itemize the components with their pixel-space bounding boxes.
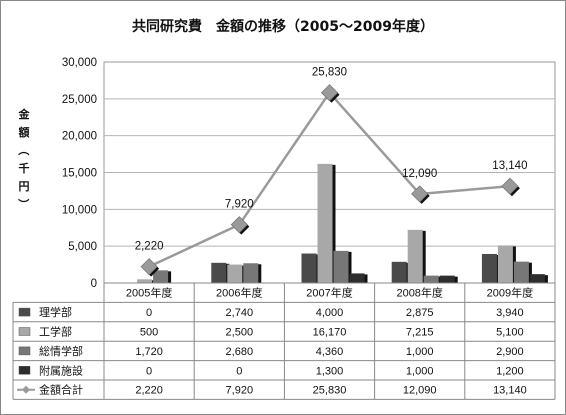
table-value: 0 (236, 365, 242, 377)
table-value: 1,200 (496, 365, 524, 377)
y-axis-label: 金額 （ 千円 ） (17, 107, 31, 210)
table-value: 1,000 (406, 346, 434, 358)
bar (243, 263, 259, 283)
total-data-label: 25,830 (312, 67, 347, 79)
table-value: 2,900 (496, 346, 524, 358)
bars (137, 163, 548, 283)
table-value: 500 (140, 327, 158, 339)
total-marker (140, 258, 158, 276)
x-category-label: 2006年度 (216, 286, 262, 300)
legend-key-marker (22, 385, 30, 394)
y-tick-label: 5,000 (68, 241, 97, 253)
table-value: 13,140 (493, 385, 527, 397)
table-value: 12,090 (403, 385, 437, 397)
total-data-label: 7,920 (225, 199, 254, 211)
bar (349, 273, 365, 283)
total-marker (230, 216, 248, 234)
legend-entry: 金額合計 (39, 383, 83, 397)
x-category-label: 2005年度 (126, 286, 172, 300)
x-category-label: 2007年度 (306, 286, 352, 300)
bar (529, 274, 545, 283)
total-data-label: 2,220 (135, 241, 164, 253)
table-value: 7,920 (226, 385, 254, 397)
table-value: 3,940 (496, 307, 524, 319)
y-tick-label: 15,000 (62, 168, 97, 180)
bar (513, 261, 529, 283)
y-axis-label-char: ） (17, 199, 30, 210)
bar (497, 245, 513, 283)
total-line: 2,220 7,920 25,830 12,090 13,140 (135, 67, 527, 277)
table-value: 1,300 (316, 365, 344, 377)
table-value: 2,500 (226, 327, 254, 339)
table-value: 2,220 (135, 385, 163, 397)
table-value: 16,170 (313, 327, 347, 339)
table-value: 25,830 (313, 385, 347, 397)
table-value: 1,000 (406, 365, 434, 377)
total-marker (501, 177, 519, 195)
y-axis-label-char: 円 (19, 180, 30, 193)
table-value: 0 (146, 307, 152, 319)
y-tick-label: 25,000 (62, 94, 97, 106)
bar (333, 250, 349, 283)
y-axis-label-char: 金 (18, 107, 31, 121)
total-data-label: 12,090 (402, 168, 437, 180)
chart-title: 共同研究費 金額の推移（2005～2009年度） (132, 18, 434, 35)
table-value: 2,740 (226, 307, 254, 319)
y-tick-label: 30,000 (62, 57, 97, 69)
bar (407, 229, 423, 283)
legend-key (18, 346, 31, 356)
total-data-label: 13,140 (492, 160, 527, 172)
bar (153, 270, 169, 283)
bar (211, 262, 227, 283)
legend-key (18, 307, 31, 317)
legend-entry: 総情学部 (39, 344, 83, 358)
legend-key (18, 366, 31, 375)
legend-entry: 工学部 (39, 325, 72, 339)
bar (423, 275, 439, 283)
bar (481, 253, 497, 283)
table-value: 4,360 (316, 346, 344, 358)
y-axis-label-char: （ (17, 145, 30, 156)
table-value: 1,720 (135, 346, 163, 358)
x-category-label: 2008年度 (396, 286, 442, 300)
bar (439, 275, 455, 283)
table-value: 4,000 (316, 307, 344, 319)
x-category-label: 2009年度 (487, 286, 533, 300)
table-value: 2,680 (226, 346, 254, 358)
total-marker (320, 84, 339, 102)
legend-key (18, 327, 31, 336)
bar (227, 264, 243, 283)
y-axis-label-char: 千 (19, 161, 30, 175)
table-value: 0 (146, 365, 152, 377)
y-tick-label: 10,000 (62, 204, 97, 216)
table-value: 7,215 (406, 327, 434, 339)
total-marker (411, 185, 429, 203)
legend-entry: 附属施設 (39, 363, 83, 377)
table-value: 5,100 (496, 327, 524, 339)
y-tick-label: 20,000 (62, 131, 97, 143)
bar (391, 261, 407, 283)
bar (137, 279, 153, 283)
bar (301, 253, 317, 283)
table-value: 2,875 (406, 307, 434, 319)
y-tick-labels: 0 5,000 10,000 15,000 20,000 25,000 30,000 (62, 57, 97, 290)
y-tick-label: 0 (91, 278, 97, 290)
bar (317, 163, 333, 283)
y-axis-label-char: 額 (18, 125, 30, 139)
legend-entry: 理学部 (39, 305, 72, 319)
